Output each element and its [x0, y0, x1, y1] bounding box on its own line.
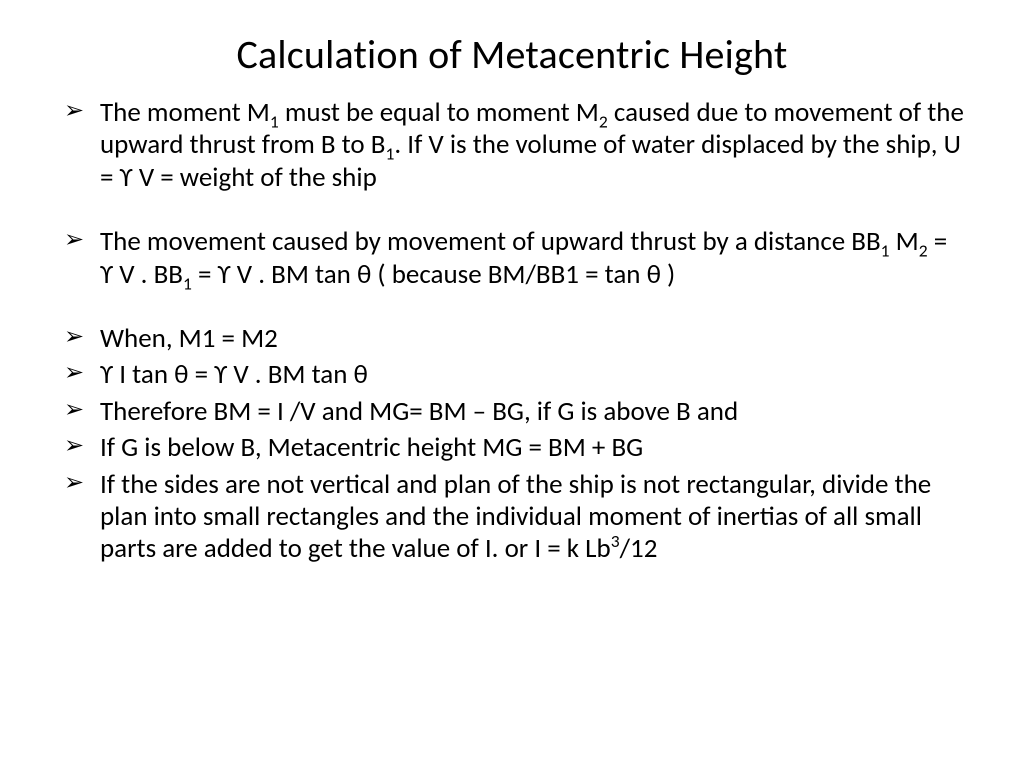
bullet-item: When, M1 = M2 [60, 323, 964, 355]
bullet-item: If the sides are not vertical and plan o… [60, 469, 964, 566]
bullet-item: The movement caused by movement of upwar… [60, 226, 964, 291]
bullet-item: The moment M1 must be equal to moment M2… [60, 97, 964, 194]
bullet-item: If G is below B, Metacentric height MG =… [60, 432, 964, 464]
bullet-list: The moment M1 must be equal to moment M2… [60, 97, 964, 566]
bullet-item: Therefore BM = I /V and MG= BM – BG, if … [60, 396, 964, 428]
slide-title: Calculation of Metacentric Height [60, 30, 964, 79]
bullet-item: ϒ I tan θ = ϒ V . BM tan θ [60, 359, 964, 391]
